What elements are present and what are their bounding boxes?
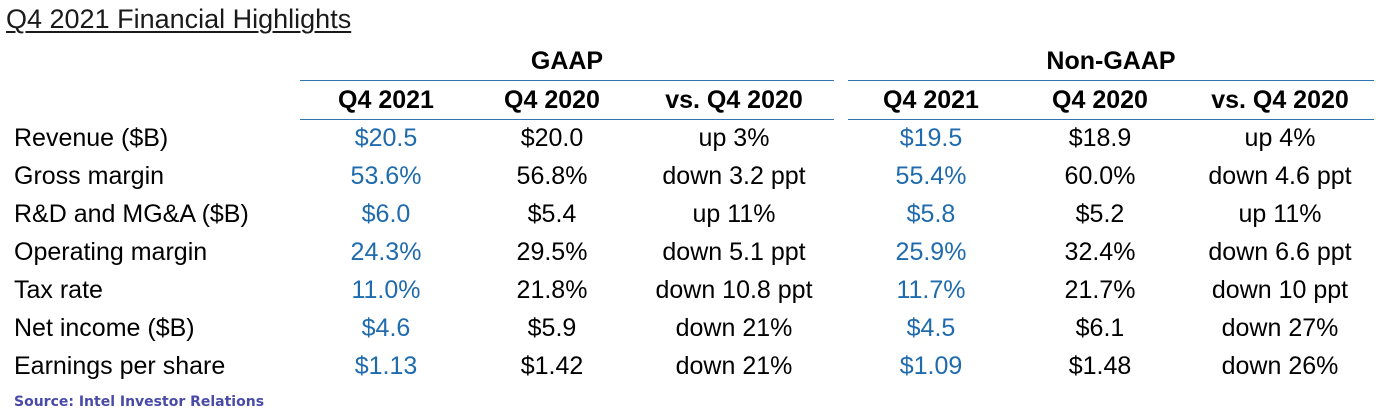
- table-row: Net income ($B) $4.6 $5.9 down 21% $4.5 …: [0, 314, 1381, 352]
- gaap-q4-2020-value: $5.4: [527, 200, 577, 228]
- source-note: Source: Intel Investor Relations: [14, 394, 265, 410]
- col-header-nongaap-vs: vs. Q4 2020: [1211, 86, 1349, 114]
- gaap-q4-2021-value: $20.5: [354, 124, 418, 152]
- table-row: Revenue ($B) $20.5 $20.0 up 3% $19.5 $18…: [0, 124, 1381, 162]
- gaap-q4-2020-value: 29.5%: [516, 238, 588, 266]
- group-divider-gaap: [300, 80, 834, 81]
- col-header-nongaap-q4-2021: Q4 2021: [883, 86, 979, 114]
- nongaap-q4-2020-value: 21.7%: [1064, 276, 1136, 304]
- header-divider-nongaap: [848, 119, 1374, 120]
- table-row: Gross margin 53.6% 56.8% down 3.2 ppt 55…: [0, 162, 1381, 200]
- nongaap-q4-2021-value: $19.5: [899, 124, 963, 152]
- nongaap-change-value: up 11%: [1238, 200, 1322, 228]
- nongaap-q4-2021-value: $1.09: [899, 352, 963, 380]
- gaap-q4-2021-value: $6.0: [361, 200, 411, 228]
- nongaap-q4-2020-value: 60.0%: [1064, 162, 1136, 190]
- gaap-q4-2021-value: 24.3%: [350, 238, 422, 266]
- gaap-q4-2020-value: 56.8%: [516, 162, 588, 190]
- col-header-gaap-q4-2020: Q4 2020: [504, 86, 600, 114]
- gaap-change-value: down 5.1 ppt: [662, 238, 806, 266]
- row-label-eps: Earnings per share: [14, 352, 226, 380]
- nongaap-change-value: down 10 ppt: [1211, 276, 1349, 304]
- nongaap-q4-2021-value: 25.9%: [895, 238, 967, 266]
- page-title: Q4 2021 Financial Highlights: [6, 4, 352, 34]
- gaap-q4-2020-value: $20.0: [520, 124, 584, 152]
- group-divider-nongaap: [848, 80, 1374, 81]
- group-header-nongaap: Non-GAAP: [1046, 47, 1176, 75]
- col-header-gaap-vs: vs. Q4 2020: [665, 86, 803, 114]
- nongaap-q4-2020-value: 32.4%: [1064, 238, 1136, 266]
- nongaap-change-value: down 26%: [1221, 352, 1339, 380]
- gaap-q4-2020-value: $5.9: [527, 314, 577, 342]
- nongaap-q4-2021-value: $4.5: [906, 314, 956, 342]
- nongaap-change-value: down 27%: [1221, 314, 1339, 342]
- header-divider-gaap: [300, 119, 834, 120]
- nongaap-q4-2020-value: $5.2: [1075, 200, 1125, 228]
- col-header-gaap-q4-2021: Q4 2021: [338, 86, 434, 114]
- nongaap-q4-2021-value: 11.7%: [896, 276, 966, 304]
- group-header-gaap: GAAP: [530, 47, 604, 75]
- gaap-q4-2020-value: $1.42: [520, 352, 584, 380]
- gaap-change-value: down 21%: [675, 314, 793, 342]
- row-label-tax-rate: Tax rate: [14, 276, 103, 304]
- gaap-q4-2020-value: 21.8%: [516, 276, 588, 304]
- table-row: Tax rate 11.0% 21.8% down 10.8 ppt 11.7%…: [0, 276, 1381, 314]
- row-label-gross-margin: Gross margin: [14, 162, 165, 190]
- row-label-operating-margin: Operating margin: [14, 238, 208, 266]
- gaap-q4-2021-value: $4.6: [361, 314, 411, 342]
- nongaap-q4-2021-value: $5.8: [906, 200, 956, 228]
- table-row: R&D and MG&A ($B) $6.0 $5.4 up 11% $5.8 …: [0, 200, 1381, 238]
- nongaap-q4-2020-value: $6.1: [1075, 314, 1125, 342]
- gaap-q4-2021-value: 11.0%: [351, 276, 421, 304]
- gaap-change-value: down 3.2 ppt: [662, 162, 806, 190]
- nongaap-q4-2021-value: 55.4%: [895, 162, 967, 190]
- nongaap-q4-2020-value: $18.9: [1068, 124, 1132, 152]
- col-header-nongaap-q4-2020: Q4 2020: [1052, 86, 1148, 114]
- gaap-change-value: down 10.8 ppt: [655, 276, 813, 304]
- row-label-rd-mga: R&D and MG&A ($B): [14, 200, 249, 228]
- gaap-change-value: up 11%: [692, 200, 776, 228]
- gaap-q4-2021-value: $1.13: [354, 352, 418, 380]
- gaap-q4-2021-value: 53.6%: [350, 162, 422, 190]
- table-row: Operating margin 24.3% 29.5% down 5.1 pp…: [0, 238, 1381, 276]
- gaap-change-value: down 21%: [675, 352, 793, 380]
- table-row: Earnings per share $1.13 $1.42 down 21% …: [0, 352, 1381, 390]
- row-label-revenue: Revenue ($B): [14, 124, 169, 152]
- nongaap-change-value: down 6.6 ppt: [1208, 238, 1352, 266]
- nongaap-q4-2020-value: $1.48: [1068, 352, 1132, 380]
- gaap-change-value: up 3%: [698, 124, 770, 152]
- nongaap-change-value: down 4.6 ppt: [1208, 162, 1352, 190]
- row-label-net-income: Net income ($B): [14, 314, 195, 342]
- nongaap-change-value: up 4%: [1244, 124, 1316, 152]
